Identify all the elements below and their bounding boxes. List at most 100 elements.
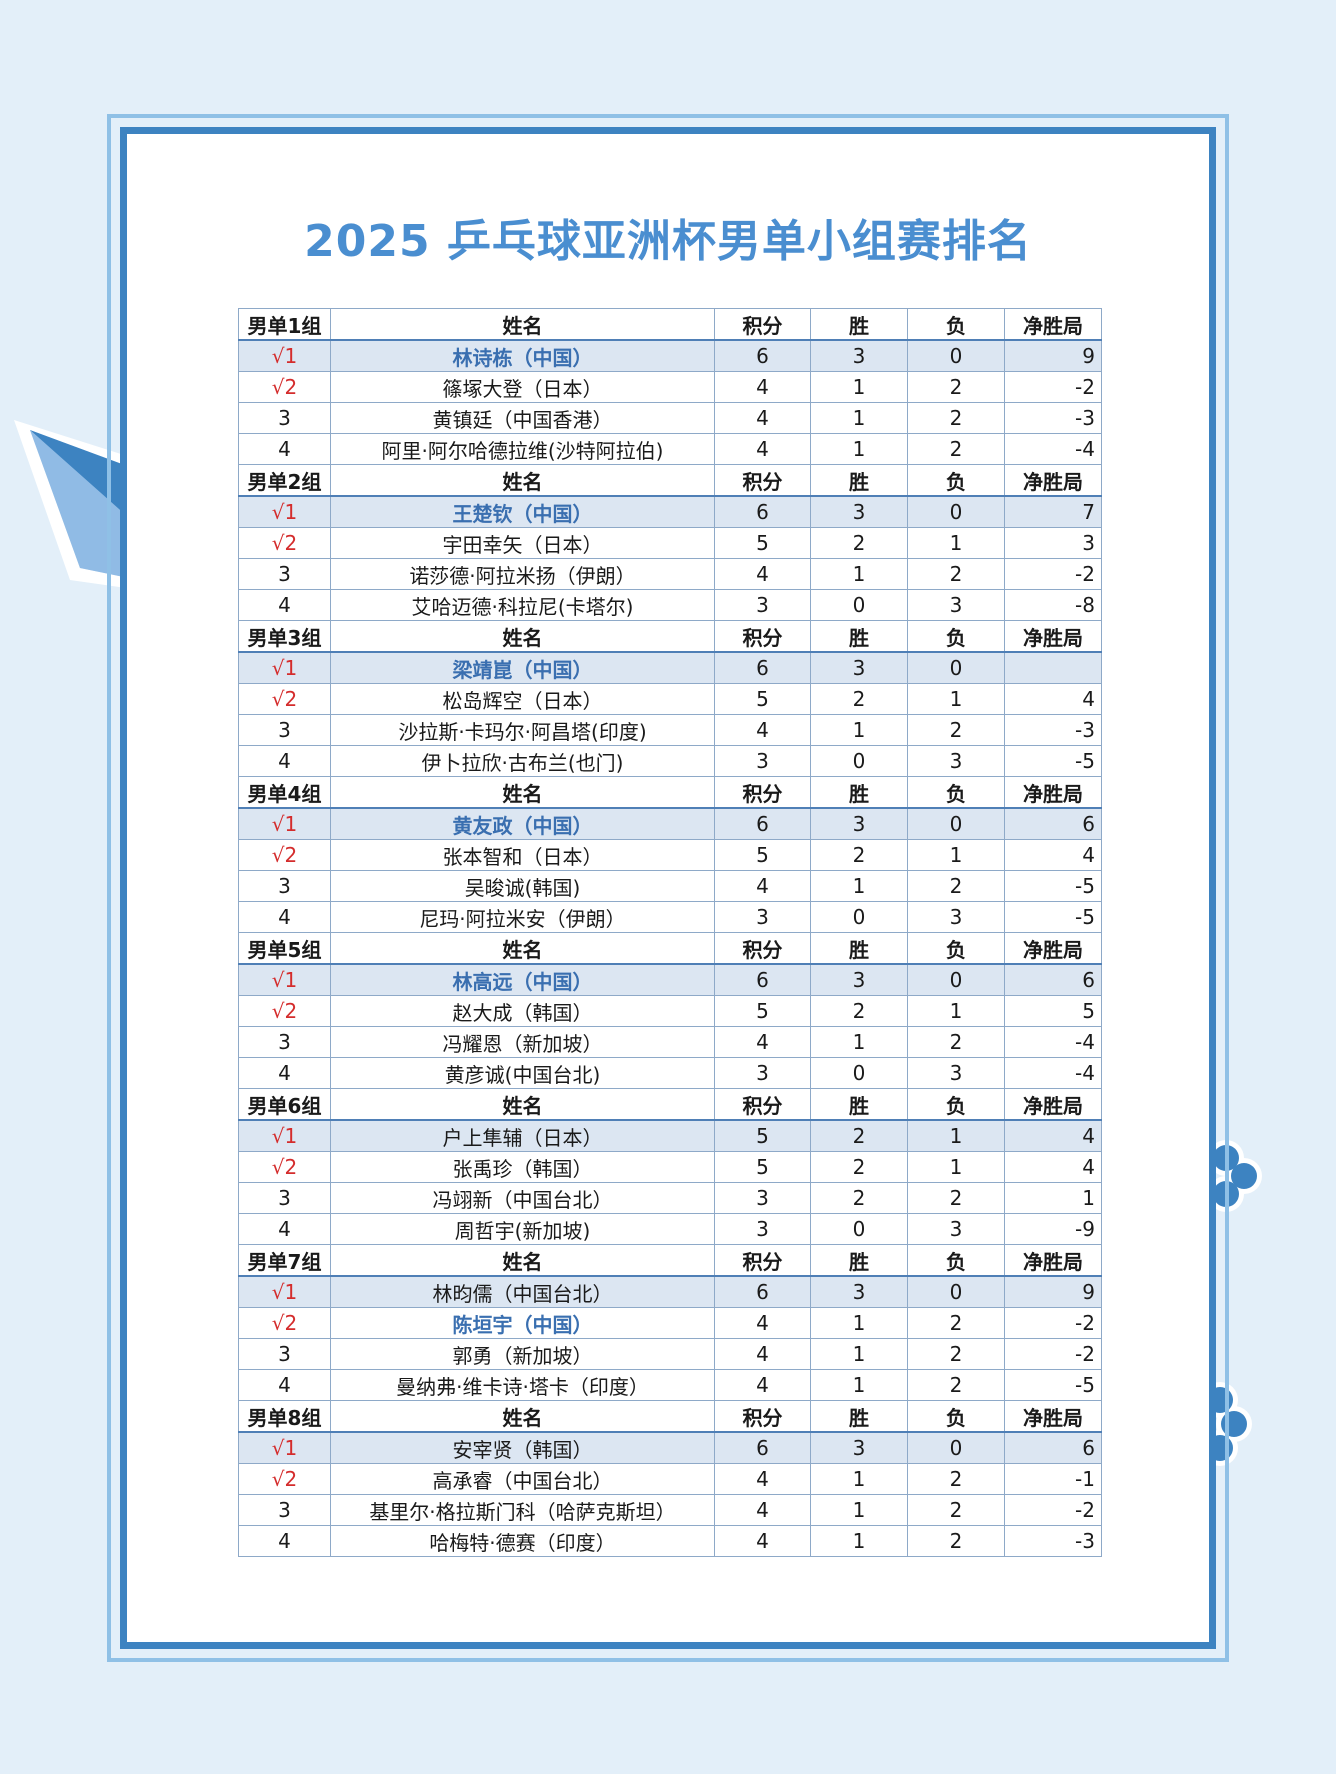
diff-cell: -5 <box>1004 1369 1102 1401</box>
column-header: 积分 <box>714 1244 811 1277</box>
player-name-cell: 赵大成（韩国） <box>330 995 715 1027</box>
losses-cell: 2 <box>907 1307 1005 1339</box>
column-header: 积分 <box>714 1088 811 1121</box>
table-row: √2 陈垣宇（中国） 4 1 2 -2 <box>238 1307 1102 1339</box>
diff-cell: -2 <box>1004 1338 1102 1370</box>
wins-cell: 3 <box>810 963 908 996</box>
wins-cell: 0 <box>810 1057 908 1089</box>
column-header: 负 <box>907 308 1005 341</box>
table-row: 4 黄彦诚(中国台北) 3 0 3 -4 <box>238 1057 1102 1089</box>
rank-cell: √2 <box>238 1151 331 1183</box>
column-header: 积分 <box>714 932 811 965</box>
table-row: √1 梁靖崑（中国） 6 3 0 <box>238 651 1102 684</box>
losses-cell: 2 <box>907 1463 1005 1495</box>
column-header: 胜 <box>810 464 908 497</box>
losses-cell: 2 <box>907 558 1005 590</box>
losses-cell: 2 <box>907 402 1005 434</box>
column-header: 姓名 <box>330 1088 715 1121</box>
group-header-row: 男单3组 姓名 积分胜负净胜局 <box>238 620 1102 653</box>
points-cell: 4 <box>714 870 811 902</box>
wins-cell: 0 <box>810 745 908 777</box>
points-cell: 5 <box>714 683 811 715</box>
losses-cell: 1 <box>907 1151 1005 1183</box>
player-name-cell: 冯耀恩（新加坡） <box>330 1026 715 1058</box>
table-row: 3 黄镇廷（中国香港） 4 1 2 -3 <box>238 402 1102 434</box>
points-cell: 6 <box>714 963 811 996</box>
column-header: 净胜局 <box>1004 1244 1102 1277</box>
losses-cell: 1 <box>907 683 1005 715</box>
losses-cell: 3 <box>907 1213 1005 1245</box>
rank-cell: 3 <box>238 558 331 590</box>
column-header: 净胜局 <box>1004 776 1102 809</box>
column-header: 胜 <box>810 308 908 341</box>
table-row: √1 林高远（中国） 6 3 0 6 <box>238 963 1102 996</box>
group-label: 男单2组 <box>238 464 331 497</box>
player-name-cell: 安宰贤（韩国） <box>330 1431 715 1464</box>
losses-cell: 0 <box>907 1275 1005 1308</box>
rank-cell: √1 <box>238 1275 331 1308</box>
table-row: √1 林昀儒（中国台北） 6 3 0 9 <box>238 1275 1102 1308</box>
table-row: √2 张本智和（日本） 5 2 1 4 <box>238 839 1102 871</box>
table-row: 4 周哲宇(新加坡) 3 0 3 -9 <box>238 1213 1102 1245</box>
wins-cell: 0 <box>810 901 908 933</box>
wins-cell: 3 <box>810 495 908 528</box>
losses-cell: 0 <box>907 339 1005 372</box>
diff-cell: -1 <box>1004 1463 1102 1495</box>
points-cell: 4 <box>714 433 811 465</box>
diff-cell: -4 <box>1004 1057 1102 1089</box>
points-cell: 6 <box>714 495 811 528</box>
diff-cell: 9 <box>1004 339 1102 372</box>
losses-cell: 2 <box>907 433 1005 465</box>
diff-cell: 3 <box>1004 527 1102 559</box>
table-row: √1 户上隼辅（日本） 5 2 1 4 <box>238 1119 1102 1152</box>
table-row: 3 吴晙诚(韩国) 4 1 2 -5 <box>238 870 1102 902</box>
table-row: √1 黄友政（中国） 6 3 0 6 <box>238 807 1102 840</box>
rank-cell: 3 <box>238 1494 331 1526</box>
points-cell: 4 <box>714 402 811 434</box>
table-row: 3 郭勇（新加坡） 4 1 2 -2 <box>238 1338 1102 1370</box>
rank-cell: √2 <box>238 371 331 403</box>
table-row: 4 阿里·阿尔哈德拉维(沙特阿拉伯) 4 1 2 -4 <box>238 433 1102 465</box>
losses-cell: 2 <box>907 1369 1005 1401</box>
player-name-cell: 诺莎德·阿拉米扬（伊朗） <box>330 558 715 590</box>
rank-cell: 4 <box>238 1057 331 1089</box>
player-name-cell: 宇田幸矢（日本） <box>330 527 715 559</box>
player-name-cell: 张禹珍（韩国） <box>330 1151 715 1183</box>
points-cell: 4 <box>714 371 811 403</box>
points-cell: 3 <box>714 1057 811 1089</box>
table-row: √2 松岛辉空（日本） 5 2 1 4 <box>238 683 1102 715</box>
group-label: 男单6组 <box>238 1088 331 1121</box>
losses-cell: 2 <box>907 1494 1005 1526</box>
table-row: 4 曼纳弗·维卡诗·塔卡（印度） 4 1 2 -5 <box>238 1369 1102 1401</box>
rank-cell: √1 <box>238 1119 331 1152</box>
losses-cell: 3 <box>907 745 1005 777</box>
points-cell: 3 <box>714 745 811 777</box>
losses-cell: 3 <box>907 589 1005 621</box>
column-header: 负 <box>907 620 1005 653</box>
rank-cell: 3 <box>238 1026 331 1058</box>
column-header: 胜 <box>810 1400 908 1433</box>
table-row: √2 宇田幸矢（日本） 5 2 1 3 <box>238 527 1102 559</box>
wins-cell: 0 <box>810 1213 908 1245</box>
rank-cell: √2 <box>238 839 331 871</box>
wins-cell: 3 <box>810 1275 908 1308</box>
losses-cell: 2 <box>907 870 1005 902</box>
wins-cell: 1 <box>810 1338 908 1370</box>
losses-cell: 2 <box>907 1338 1005 1370</box>
points-cell: 6 <box>714 651 811 684</box>
points-cell: 6 <box>714 807 811 840</box>
table-row: 4 艾哈迈德·科拉尼(卡塔尔) 3 0 3 -8 <box>238 589 1102 621</box>
wins-cell: 1 <box>810 1307 908 1339</box>
points-cell: 4 <box>714 1494 811 1526</box>
column-header: 积分 <box>714 464 811 497</box>
points-cell: 3 <box>714 589 811 621</box>
rank-cell: 3 <box>238 402 331 434</box>
wins-cell: 1 <box>810 870 908 902</box>
column-header: 姓名 <box>330 932 715 965</box>
losses-cell: 2 <box>907 714 1005 746</box>
rank-cell: √1 <box>238 963 331 996</box>
diff-cell: 9 <box>1004 1275 1102 1308</box>
group-label: 男单4组 <box>238 776 331 809</box>
wins-cell: 1 <box>810 433 908 465</box>
player-name-cell: 户上隼辅（日本） <box>330 1119 715 1152</box>
